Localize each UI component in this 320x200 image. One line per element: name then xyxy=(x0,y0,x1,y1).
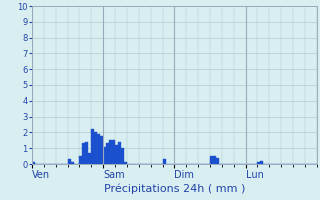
Bar xyxy=(216,158,219,164)
Bar xyxy=(112,140,115,164)
Bar xyxy=(71,162,74,164)
Bar xyxy=(88,153,91,164)
Bar xyxy=(100,136,103,164)
Bar xyxy=(115,145,118,164)
Bar xyxy=(103,147,106,164)
Bar xyxy=(79,156,83,164)
Bar xyxy=(121,148,124,164)
Bar xyxy=(210,156,213,164)
Bar xyxy=(118,142,121,164)
Bar xyxy=(83,143,85,164)
Bar xyxy=(106,143,109,164)
Bar xyxy=(97,134,100,164)
Bar xyxy=(258,162,260,164)
Bar xyxy=(91,129,94,164)
Bar xyxy=(213,156,216,164)
Bar xyxy=(85,142,88,164)
Bar xyxy=(109,140,112,164)
Bar xyxy=(163,159,165,164)
Bar xyxy=(94,132,97,164)
Bar xyxy=(32,162,35,164)
Bar xyxy=(68,159,71,164)
X-axis label: Précipitations 24h ( mm ): Précipitations 24h ( mm ) xyxy=(104,184,245,194)
Bar xyxy=(124,162,127,164)
Bar xyxy=(260,161,263,164)
